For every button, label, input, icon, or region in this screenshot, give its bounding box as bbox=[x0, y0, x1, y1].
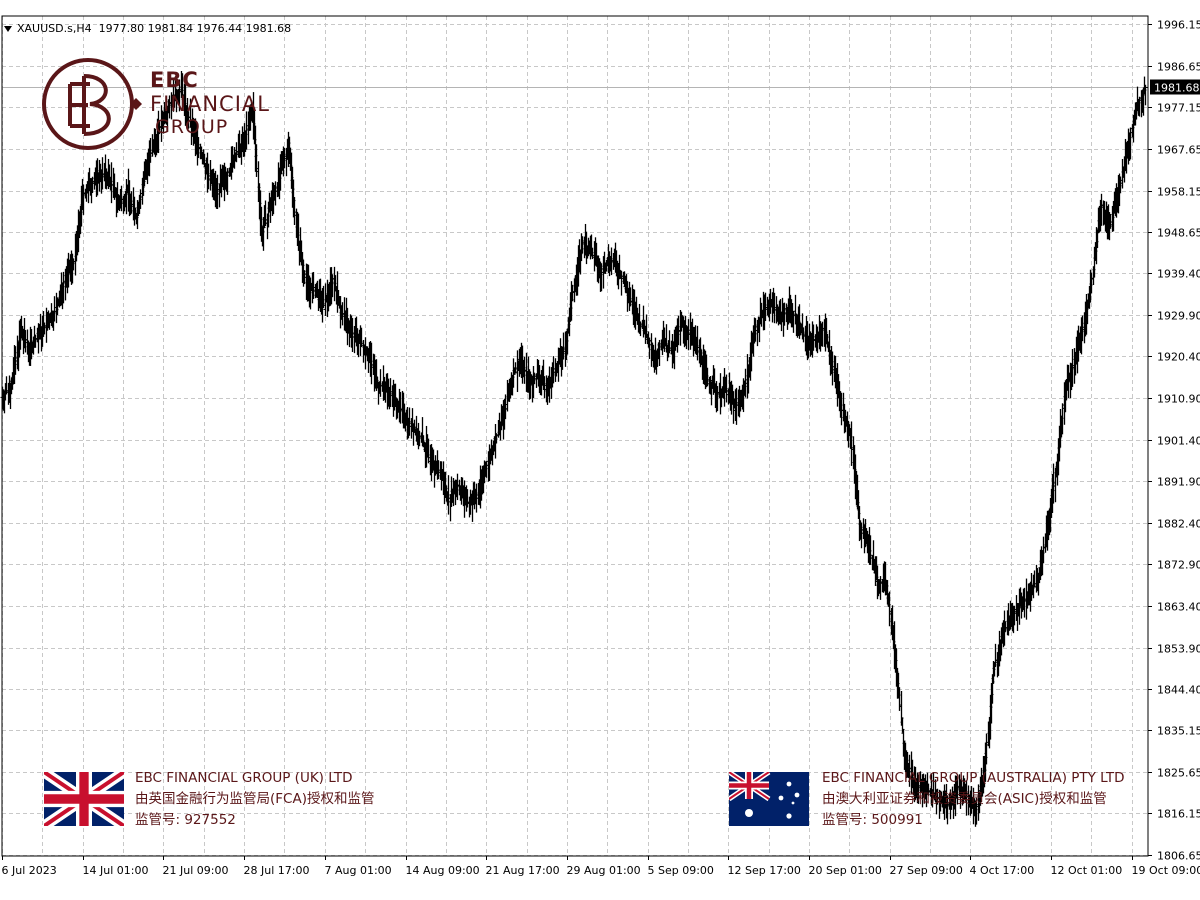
x-tick-label: 5 Sep 09:00 bbox=[648, 864, 714, 877]
logo-line-2: FINANCIAL bbox=[150, 92, 270, 116]
y-tick-label: 1835.15 bbox=[1157, 725, 1200, 738]
uk-license: 监管号: 927552 bbox=[135, 812, 236, 828]
x-tick-label: 14 Jul 01:00 bbox=[83, 864, 149, 877]
y-tick-label: 1967.65 bbox=[1157, 144, 1200, 157]
plot-frame bbox=[1, 15, 1149, 857]
x-tick-label: 19 Oct 09:00 bbox=[1132, 864, 1200, 877]
y-tick-label: 1910.90 bbox=[1157, 393, 1200, 406]
chart-header: XAUUSD.s,H4 1977.80 1981.84 1976.44 1981… bbox=[4, 22, 291, 35]
y-tick-label: 1882.40 bbox=[1157, 518, 1200, 531]
y-tick-label: 1844.40 bbox=[1157, 684, 1200, 697]
y-tick-label: 1977.15 bbox=[1157, 102, 1200, 115]
x-tick-label: 20 Sep 01:00 bbox=[809, 864, 882, 877]
y-tick-label: 1806.65 bbox=[1157, 850, 1200, 863]
y-tick-label: 1891.90 bbox=[1157, 476, 1200, 489]
y-tick-label: 1996.15 bbox=[1157, 19, 1200, 32]
current-price-tag bbox=[1150, 79, 1200, 95]
x-tick-label: 21 Aug 17:00 bbox=[486, 864, 560, 877]
uk-regulator-info: EBC FINANCIAL GROUP (UK) LTD 由英国金融行为监管局(… bbox=[135, 768, 374, 831]
au-regulator-info: EBC FINANCIAL GROUP (AUSTRALIA) PTY LTD … bbox=[822, 768, 1124, 831]
au-license: 监管号: 500991 bbox=[822, 812, 923, 828]
chart-axes: 1996.15 1986.65 1977.15 1967.65 1958.15 1948.… bbox=[1, 15, 1200, 877]
x-tick-label: 21 Jul 09:00 bbox=[163, 864, 229, 877]
ebc-monogram-icon bbox=[42, 58, 142, 150]
australia-flag-icon bbox=[729, 772, 809, 826]
ohlc-bars bbox=[0, 70, 1148, 827]
y-tick-label: 1958.15 bbox=[1157, 186, 1200, 199]
x-tick-label: 28 Jul 17:00 bbox=[244, 864, 310, 877]
uk-company-name: EBC FINANCIAL GROUP (UK) LTD bbox=[135, 770, 353, 786]
current-price-label: 1981.68 bbox=[1154, 82, 1200, 95]
y-tick-label: 1986.65 bbox=[1157, 61, 1200, 74]
y-tick-label: 1863.40 bbox=[1157, 601, 1200, 614]
y-tick-label: 1872.90 bbox=[1157, 559, 1200, 572]
x-tick-label: 29 Aug 01:00 bbox=[567, 864, 641, 877]
dropdown-triangle-icon[interactable] bbox=[4, 26, 12, 32]
ohlc-values: 1977.80 1981.84 1976.44 1981.68 bbox=[98, 22, 292, 35]
x-tick-label: 27 Sep 09:00 bbox=[890, 864, 963, 877]
uk-authority: 由英国金融行为监管局(FCA)授权和监管 bbox=[135, 791, 375, 807]
au-company-name: EBC FINANCIAL GROUP (AUSTRALIA) PTY LTD bbox=[822, 770, 1125, 786]
ohlc-bar bbox=[1143, 84, 1148, 106]
y-tick-label: 1920.40 bbox=[1157, 351, 1200, 364]
logo-line-3: GROUP bbox=[155, 116, 229, 138]
uk-flag-icon bbox=[44, 772, 124, 826]
y-tick-label: 1929.90 bbox=[1157, 310, 1200, 323]
symbol-label: XAUUSD.s,H4 bbox=[17, 22, 92, 35]
x-tick-label: 6 Jul 2023 bbox=[2, 864, 57, 877]
x-tick-label: 12 Sep 17:00 bbox=[728, 864, 801, 877]
y-tick-label: 1825.65 bbox=[1157, 767, 1200, 780]
logo-line-1: EBC bbox=[150, 68, 199, 92]
x-tick-label: 4 Oct 17:00 bbox=[970, 864, 1035, 877]
y-tick-label: 1901.40 bbox=[1157, 435, 1200, 448]
y-tick-label: 1853.90 bbox=[1157, 643, 1200, 656]
ebc-logo: EBC FINANCIAL GROUP bbox=[40, 54, 280, 154]
x-tick-label: 14 Aug 09:00 bbox=[406, 864, 480, 877]
x-tick-label: 7 Aug 01:00 bbox=[325, 864, 392, 877]
au-authority: 由澳大利亚证券和投资委员会(ASIC)授权和监管 bbox=[822, 791, 1107, 807]
x-tick-label: 12 Oct 01:00 bbox=[1051, 864, 1123, 877]
y-tick-label: 1816.15 bbox=[1157, 808, 1200, 821]
ohlc-bar bbox=[511, 358, 516, 388]
y-tick-label: 1939.40 bbox=[1157, 268, 1200, 281]
y-tick-label: 1948.65 bbox=[1157, 227, 1200, 240]
